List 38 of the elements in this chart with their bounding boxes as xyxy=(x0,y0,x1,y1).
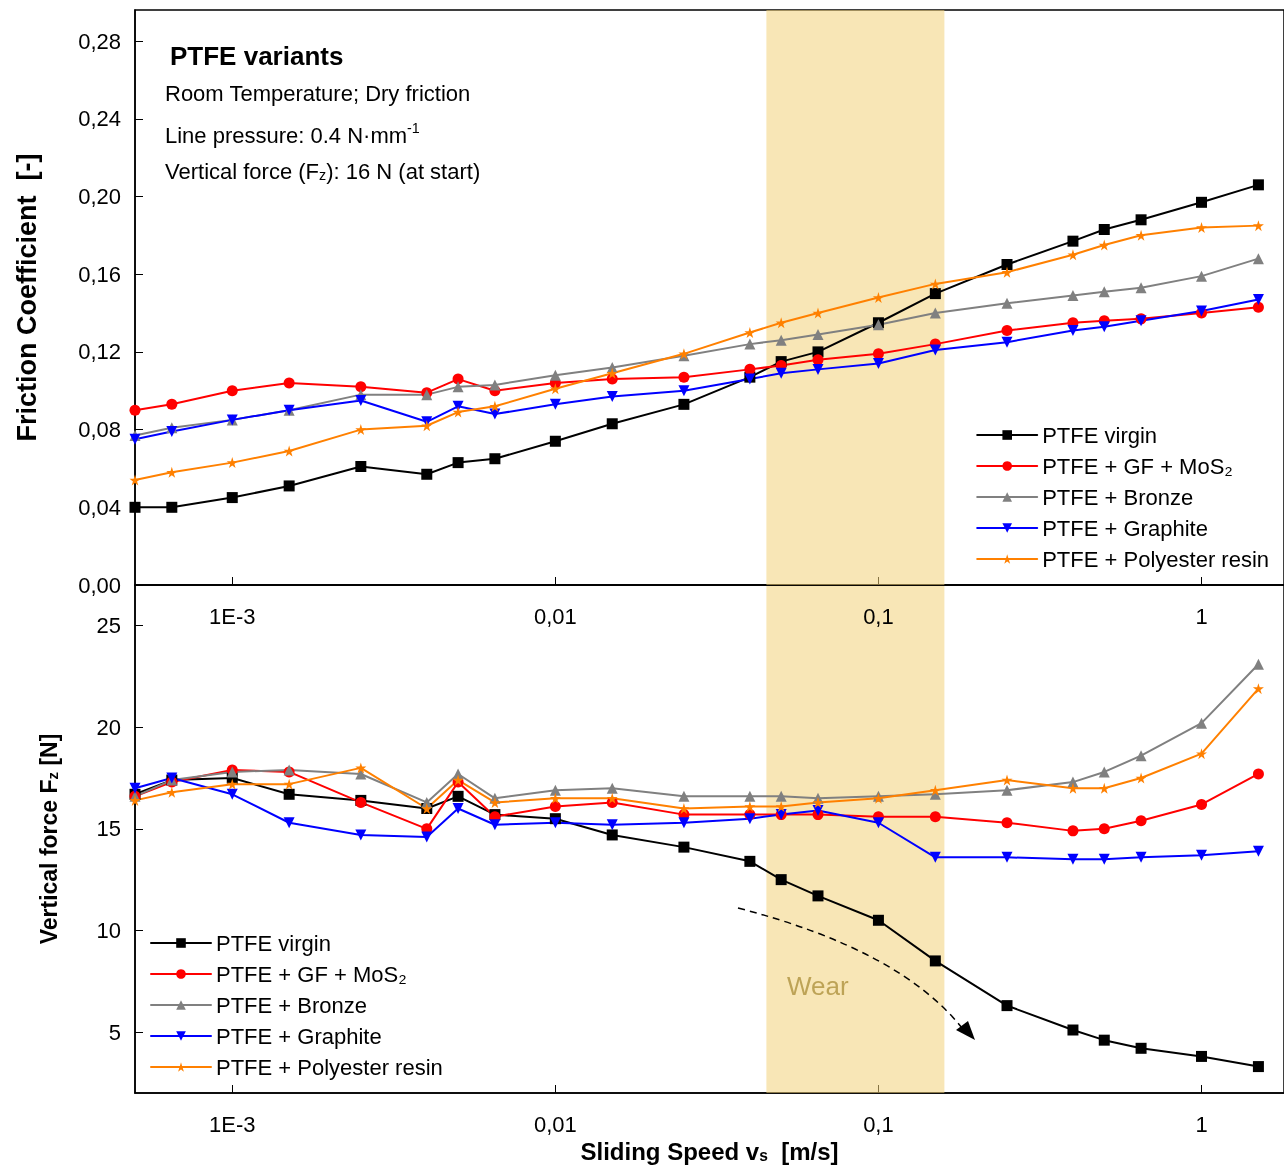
legend-label: PTFE + Polyester resin xyxy=(216,1054,443,1080)
y-tick-label: 10 xyxy=(96,917,121,943)
legend-label: PTFE virgin xyxy=(1042,422,1158,448)
legend-label: PTFE + Bronze xyxy=(216,992,368,1018)
y-tick-label: 0,24 xyxy=(78,106,121,132)
x-axis-title: Sliding Speed vs [m/s] xyxy=(580,1138,839,1166)
text: PTFE variants xyxy=(170,41,344,71)
y-tick-label: 0,00 xyxy=(78,572,121,598)
y-tick-label: 20 xyxy=(96,714,121,740)
y-tick-label: 25 xyxy=(96,613,121,639)
x-tick-label: 0,01 xyxy=(533,1111,577,1137)
legend-label: PTFE + Bronze xyxy=(1042,484,1194,510)
annotation: Room Temperature; Dry friction xyxy=(165,80,471,106)
y-tick-label: 0,28 xyxy=(78,28,121,54)
y-tick-label: 0,08 xyxy=(78,417,121,443)
x-tick-label: 1E-3 xyxy=(209,603,256,629)
annotation: Vertical force (Fz): 16 N (at start) xyxy=(165,158,481,184)
y-tick-label: 0,04 xyxy=(78,494,121,520)
x-tick-label: 1 xyxy=(1195,1111,1208,1137)
y-axis-title: Vertical force Fz [N] xyxy=(35,733,62,945)
legend-label: PTFE virgin xyxy=(216,930,331,956)
x-tick-label: 1E-3 xyxy=(209,1111,256,1137)
x-tick-label: 0,1 xyxy=(863,603,894,629)
y-axis-title: Friction Coefficient [-] xyxy=(11,153,42,442)
y-tick-label: 15 xyxy=(96,816,121,842)
x-tick-label: 0,1 xyxy=(863,1111,894,1137)
y-tick-label: 0,20 xyxy=(78,183,121,209)
x-tick-label: 0,01 xyxy=(533,603,577,629)
legend-label: PTFE + GF + MoS₂ xyxy=(216,961,407,987)
legend-label: PTFE + Polyester resin xyxy=(1042,546,1270,572)
y-tick-label: 0,12 xyxy=(78,339,121,365)
y-tick-label: 5 xyxy=(108,1019,121,1045)
y-tick-label: 0,16 xyxy=(78,261,121,287)
x-tick-label: 1 xyxy=(1195,603,1208,629)
legend-label: PTFE + Graphite xyxy=(1042,515,1208,541)
legend-label: PTFE + Graphite xyxy=(216,1023,382,1049)
annotation: Wear xyxy=(787,971,849,1001)
legend-label: PTFE + GF + MoS₂ xyxy=(1042,453,1233,479)
